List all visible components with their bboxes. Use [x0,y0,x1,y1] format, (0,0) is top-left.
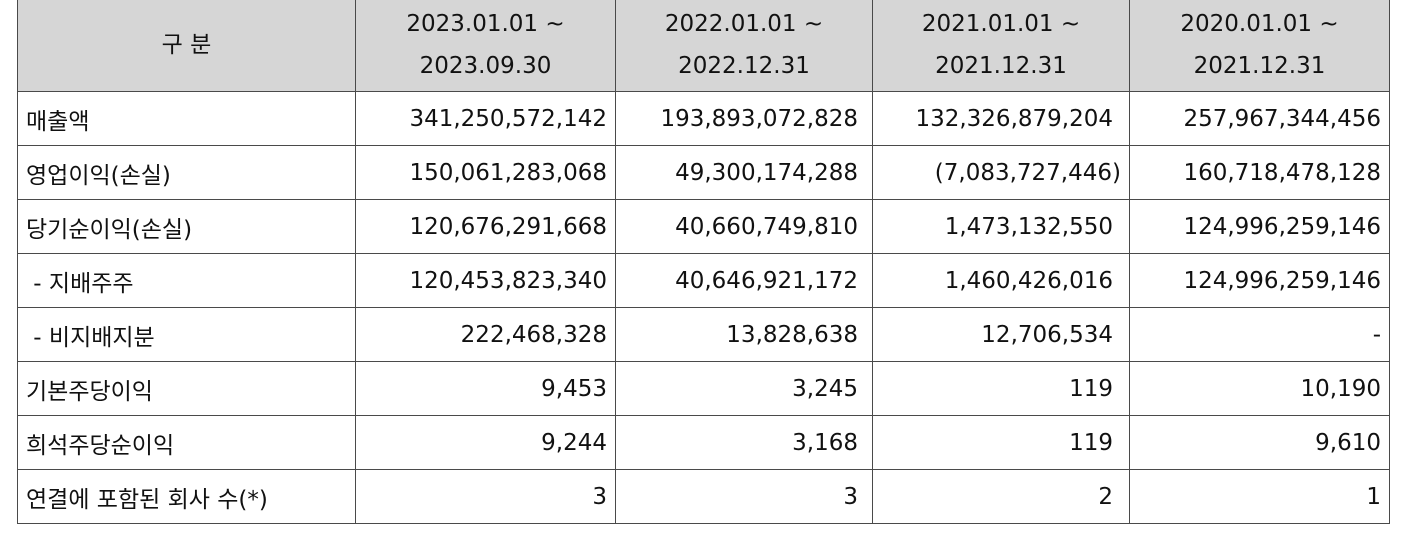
table-cell: 10,190 [1129,361,1390,416]
header-category: 구 분 [17,0,356,92]
table-cell: 341,250,572,142 [355,91,616,146]
row-label: - 지배주주 [17,253,356,308]
table-cell: - [1129,307,1390,362]
row-label: 희석주당순이익 [17,415,356,470]
table-cell: 3 [615,469,873,524]
table-cell: 124,996,259,146 [1129,253,1390,308]
period-4-end: 2021.12.31 [1193,53,1326,79]
table-row: 매출액 341,250,572,142 193,893,072,828 132,… [17,91,1390,146]
row-label: 매출액 [17,91,356,146]
table-row: 연결에 포함된 회사 수(*) 3 3 2 1 [17,469,1390,524]
table-cell: 132,326,879,204 [872,91,1130,146]
table-cell: 257,967,344,456 [1129,91,1390,146]
header-category-label: 구 분 [161,32,212,58]
table-cell: 3 [355,469,616,524]
table-cell: 40,646,921,172 [615,253,873,308]
table-cell: 1 [1129,469,1390,524]
row-label: - 비지배지분 [17,307,356,362]
period-2-end: 2022.12.31 [678,53,810,79]
period-1-start: 2023.01.01 ~ [406,11,565,37]
table-cell: 124,996,259,146 [1129,199,1390,254]
table-row: 희석주당순이익 9,244 3,168 119 9,610 [17,415,1390,470]
table-cell: 9,453 [355,361,616,416]
table-cell: 3,168 [615,415,873,470]
table-cell: 120,676,291,668 [355,199,616,254]
period-3-end: 2021.12.31 [935,53,1067,79]
row-label: 영업이익(손실) [17,145,356,200]
table-cell: 160,718,478,128 [1129,145,1390,200]
period-3-start: 2021.01.01 ~ [921,11,1081,37]
period-1-end: 2023.09.30 [419,53,552,79]
table-cell: 49,300,174,288 [615,145,873,200]
financial-summary-table: 구 분 2023.01.01 ~ 2023.09.30 2022.01.01 ~… [17,0,1390,524]
table-row: 영업이익(손실) 150,061,283,068 49,300,174,288 … [17,145,1390,200]
header-period-4: 2020.01.01 ~ 2021.12.31 [1129,0,1390,92]
table-cell: 119 [872,361,1130,416]
table-cell: 12,706,534 [872,307,1130,362]
header-period-2: 2022.01.01 ~ 2022.12.31 [615,0,873,92]
header-period-3: 2021.01.01 ~ 2021.12.31 [872,0,1130,92]
table-cell: 40,660,749,810 [615,199,873,254]
table-cell: 222,468,328 [355,307,616,362]
period-2-start: 2022.01.01 ~ [664,11,824,37]
table-row: - 지배주주 120,453,823,340 40,646,921,172 1,… [17,253,1390,308]
table-row: 기본주당이익 9,453 3,245 119 10,190 [17,361,1390,416]
table-row: 당기순이익(손실) 120,676,291,668 40,660,749,810… [17,199,1390,254]
row-label: 연결에 포함된 회사 수(*) [17,469,356,524]
header-row: 구 분 2023.01.01 ~ 2023.09.30 2022.01.01 ~… [17,0,1390,92]
table-cell: 9,244 [355,415,616,470]
table-cell: 150,061,283,068 [355,145,616,200]
period-4-start: 2020.01.01 ~ [1180,11,1339,37]
table-cell: 3,245 [615,361,873,416]
table-cell: 13,828,638 [615,307,873,362]
table-cell: 9,610 [1129,415,1390,470]
table-cell: 1,460,426,016 [872,253,1130,308]
row-label: 기본주당이익 [17,361,356,416]
table-cell: 119 [872,415,1130,470]
table-cell: (7,083,727,446) [872,145,1130,200]
table-cell: 120,453,823,340 [355,253,616,308]
header-period-1: 2023.01.01 ~ 2023.09.30 [355,0,616,92]
table-cell: 193,893,072,828 [615,91,873,146]
table-row: - 비지배지분 222,468,328 13,828,638 12,706,53… [17,307,1390,362]
table-cell: 2 [872,469,1130,524]
row-label: 당기순이익(손실) [17,199,356,254]
table-cell: 1,473,132,550 [872,199,1130,254]
